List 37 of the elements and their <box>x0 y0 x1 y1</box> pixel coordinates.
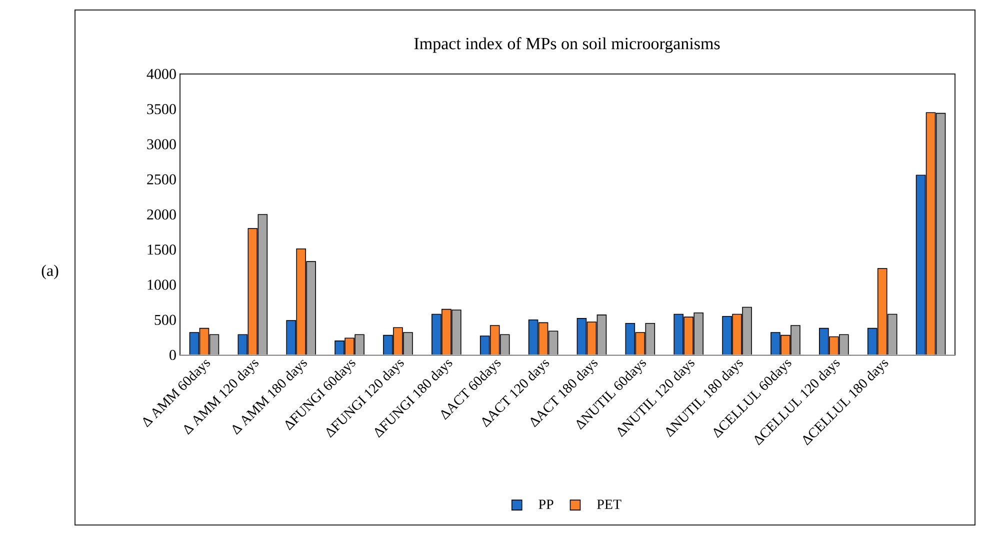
y-tick-label: 500 <box>154 314 176 325</box>
bar <box>867 328 878 355</box>
bar <box>528 319 538 355</box>
y-tick-label: 1500 <box>148 244 176 255</box>
bar <box>635 332 646 355</box>
bar <box>926 112 936 355</box>
bar <box>209 334 220 355</box>
bar <box>576 318 587 355</box>
bar <box>238 334 248 355</box>
y-tick-label: 3500 <box>147 104 176 114</box>
y-tick-label: 0 <box>170 350 176 360</box>
bar <box>189 332 200 355</box>
bar <box>548 330 558 355</box>
y-tick-label: 3000 <box>147 139 176 150</box>
bar <box>500 334 510 355</box>
bar <box>877 268 888 355</box>
y-tick-label: 2500 <box>147 174 176 184</box>
bar <box>258 214 268 355</box>
bar <box>199 328 210 355</box>
bar <box>538 322 548 355</box>
bar <box>625 322 636 355</box>
legend-label: PP <box>538 500 554 509</box>
chart-title: Impact index of MPs on soil microorganisms <box>414 37 720 53</box>
bar <box>490 325 500 355</box>
y-tick-label: 4000 <box>146 68 176 80</box>
text: (a) <box>42 264 58 280</box>
bar <box>586 322 597 355</box>
legend-label: PET <box>597 500 622 509</box>
bar <box>936 112 946 355</box>
bar <box>596 314 607 355</box>
bar <box>916 174 926 355</box>
bar <box>480 336 490 355</box>
bar <box>248 228 258 355</box>
bar <box>887 314 898 355</box>
y-tick-label: 2000 <box>147 209 176 220</box>
y-tick-label: 1000 <box>148 280 176 290</box>
bar <box>645 322 656 355</box>
